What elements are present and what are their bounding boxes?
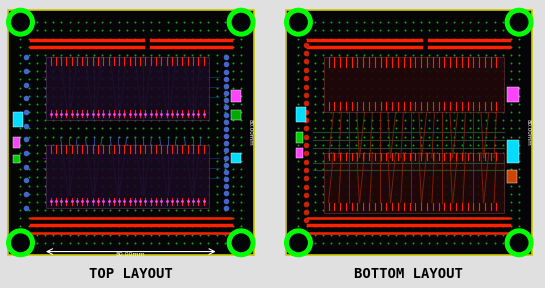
- Bar: [324, 153, 504, 213]
- Bar: [13, 155, 21, 162]
- Circle shape: [232, 14, 250, 31]
- Bar: [231, 90, 241, 103]
- Circle shape: [227, 229, 255, 257]
- Circle shape: [505, 229, 533, 257]
- Text: 80.00mm: 80.00mm: [525, 119, 530, 146]
- Circle shape: [284, 229, 312, 257]
- Circle shape: [290, 234, 307, 251]
- Circle shape: [12, 14, 29, 31]
- Bar: [46, 57, 209, 120]
- Bar: [506, 87, 519, 103]
- Text: TOP LAYOUT: TOP LAYOUT: [89, 267, 173, 281]
- Circle shape: [290, 14, 307, 31]
- Circle shape: [510, 14, 528, 31]
- Bar: [13, 112, 23, 128]
- Bar: [324, 57, 504, 112]
- Bar: [231, 110, 241, 120]
- Circle shape: [7, 229, 34, 257]
- Bar: [506, 170, 517, 183]
- Bar: [506, 140, 519, 162]
- Bar: [296, 147, 304, 158]
- Bar: [13, 137, 21, 147]
- Circle shape: [284, 8, 312, 36]
- Bar: [296, 107, 306, 122]
- Circle shape: [7, 8, 34, 36]
- Bar: [46, 145, 209, 208]
- Circle shape: [227, 8, 255, 36]
- Bar: [231, 153, 241, 162]
- Text: 80.00mm: 80.00mm: [247, 119, 252, 146]
- Circle shape: [232, 234, 250, 251]
- Circle shape: [12, 234, 29, 251]
- Circle shape: [505, 8, 533, 36]
- Text: 80.00mm: 80.00mm: [116, 252, 146, 257]
- Bar: [296, 132, 304, 143]
- Circle shape: [510, 234, 528, 251]
- Text: BOTTOM LAYOUT: BOTTOM LAYOUT: [354, 267, 463, 281]
